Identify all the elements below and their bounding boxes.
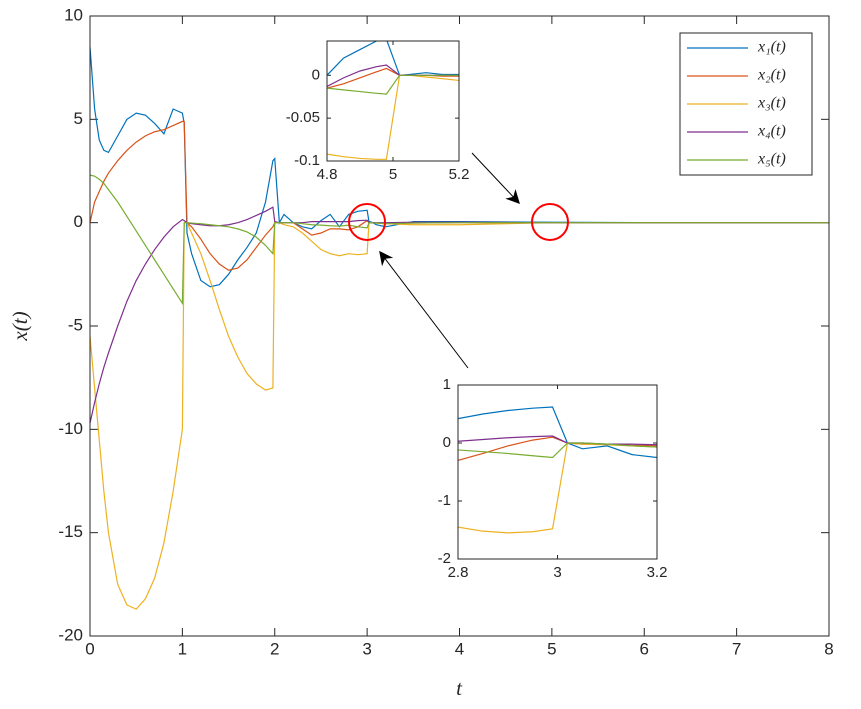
y-tick-label: -2 <box>438 550 451 567</box>
legend-label: x₁(t) <box>757 39 786 56</box>
x-axis-label: t <box>456 676 463 700</box>
x-tick-label: 0 <box>85 639 94 658</box>
legend-label: x₃(t) <box>757 95 786 112</box>
arrow <box>471 152 520 205</box>
axes-box <box>326 40 460 162</box>
x-tick-label: 3.2 <box>647 564 668 581</box>
x-tick-label: 5.2 <box>449 166 470 183</box>
y-tick-label: 0 <box>443 434 451 451</box>
series-line <box>458 435 657 446</box>
series-line <box>327 74 459 160</box>
x-tick-label: 3 <box>362 639 371 658</box>
series-line <box>458 406 657 459</box>
axes-box <box>89 15 830 637</box>
axes: 4.8 5 5.2 -0.1 -0.05 0 <box>286 40 470 183</box>
axes: 2.8 3 3.2 -2 -1 0 1 <box>438 376 668 581</box>
y-tick-label: 0 <box>74 212 83 231</box>
series-line <box>90 174 829 306</box>
y-axis-label: x(t) <box>8 311 32 341</box>
y-tick-label: -0.1 <box>294 152 320 169</box>
x-tick-label: 3 <box>553 564 561 581</box>
x-tick-label: 6 <box>640 639 649 658</box>
plot-area <box>458 385 657 559</box>
y-tick-label: -15 <box>58 522 83 541</box>
x-tick-label: 1 <box>178 639 187 658</box>
highlight-circle <box>531 203 569 241</box>
axes-box <box>457 384 658 560</box>
x-tick-label: 5 <box>389 166 397 183</box>
y-tick-label: -5 <box>68 315 83 334</box>
x-tick-label: 4.8 <box>317 166 338 183</box>
series-line <box>327 74 459 95</box>
plot-area <box>327 41 459 161</box>
highlight-circle <box>348 203 386 241</box>
x-tick-label: 8 <box>824 639 833 658</box>
x-tick-label: 4 <box>455 639 464 658</box>
legend-label: x₄(t) <box>757 123 786 140</box>
y-tick-label: -1 <box>438 492 451 509</box>
legend-label: x₂(t) <box>757 67 786 84</box>
x-tick-label: 2.8 <box>448 564 469 581</box>
arrow <box>379 250 469 369</box>
x-tick-label: 7 <box>732 639 741 658</box>
y-tick-label: 0 <box>312 66 320 83</box>
y-tick-label: 10 <box>64 5 83 24</box>
y-tick-label: -0.05 <box>286 109 320 126</box>
y-tick-label: 5 <box>74 109 83 128</box>
series-line <box>458 442 657 459</box>
y-tick-label: 1 <box>443 376 451 393</box>
x-tick-label: 2 <box>270 639 279 658</box>
legend-label: x₅(t) <box>757 151 786 168</box>
series-line <box>327 41 459 76</box>
y-tick-label: -10 <box>58 419 83 438</box>
y-tick-label: -20 <box>58 625 83 644</box>
x-tick-label: 5 <box>547 639 556 658</box>
